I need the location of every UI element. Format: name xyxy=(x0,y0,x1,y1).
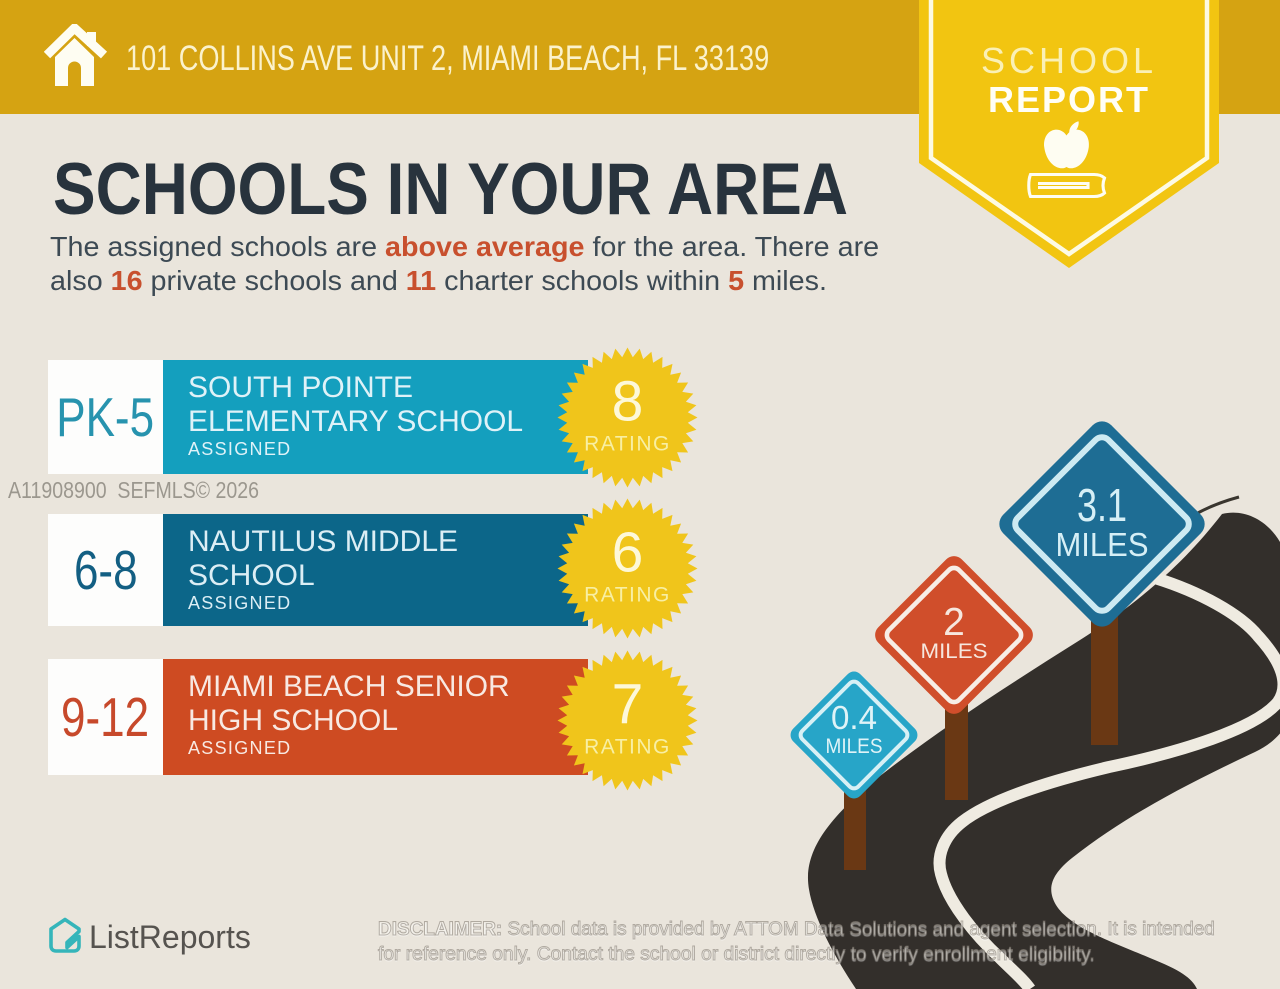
svg-text:RATING: RATING xyxy=(584,736,671,759)
svg-text:RATING: RATING xyxy=(584,584,671,607)
svg-text:MILES: MILES xyxy=(921,639,988,663)
svg-text:8: 8 xyxy=(612,370,644,434)
svg-text:MILES: MILES xyxy=(1056,526,1149,563)
svg-text:2: 2 xyxy=(943,601,965,644)
svg-text:0.4: 0.4 xyxy=(831,699,877,736)
svg-text:7: 7 xyxy=(612,673,644,737)
svg-text:3.1: 3.1 xyxy=(1077,479,1127,531)
svg-text:SCHOOL: SCHOOL xyxy=(981,40,1157,81)
svg-text:RATING: RATING xyxy=(584,433,671,456)
svg-text:REPORT: REPORT xyxy=(988,79,1150,120)
svg-text:6: 6 xyxy=(612,521,644,585)
svg-text:MILES: MILES xyxy=(826,735,883,758)
